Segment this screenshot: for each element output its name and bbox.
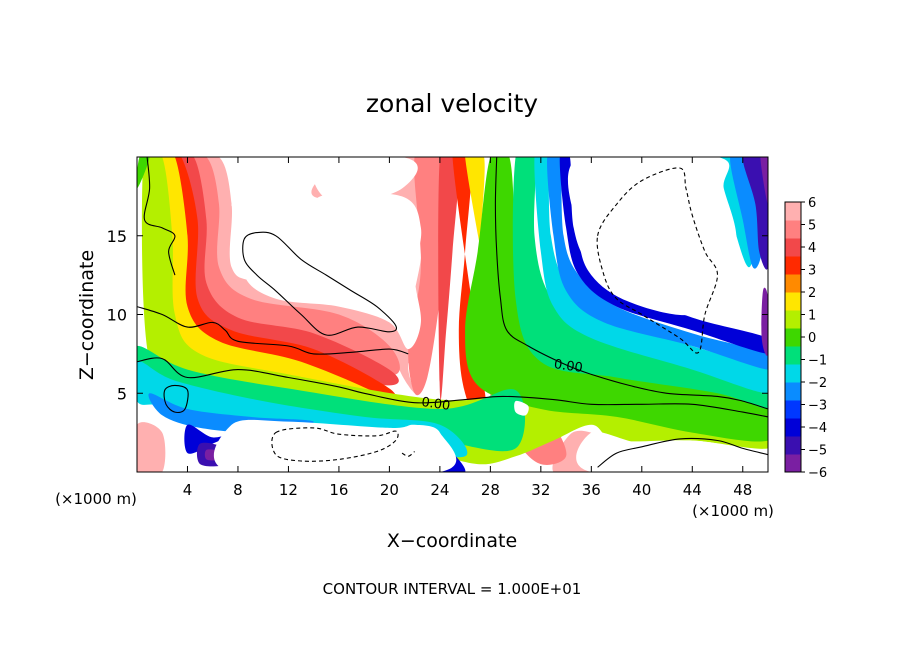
contour-line-solid	[137, 357, 768, 418]
heatmap-region-undefined	[576, 431, 768, 472]
heatmap-region-level-3	[155, 157, 396, 400]
x-tick-label: 12	[279, 481, 298, 499]
x-tick-label: 4	[183, 481, 193, 499]
x-tick-label: 32	[531, 481, 550, 499]
x-tick-label: 24	[430, 481, 449, 499]
y-tick-label: 5	[117, 384, 127, 403]
heatmap-fill	[137, 157, 768, 472]
contour-labels: 0.00 0.00	[420, 357, 583, 414]
heatmap-region-undefined	[231, 192, 422, 350]
x-tick-label: 16	[329, 481, 348, 499]
x-tick-label: 36	[582, 481, 601, 499]
contour-line-dashed	[401, 451, 415, 457]
heatmap-region-level-2	[149, 157, 398, 410]
x-tick-label: 48	[733, 481, 752, 499]
colorbar: 6 5 4 3 2 1 0 −1 −2 −3 −4 −5 −6	[784, 196, 827, 481]
heatmap-region-level-0	[465, 157, 768, 442]
chart-title: zonal velocity	[366, 89, 538, 118]
contour-line-solid	[494, 157, 768, 410]
heatmap-region-level--4	[184, 424, 238, 454]
colorbar-label: 3	[808, 264, 816, 279]
x-axis-ticks: 4 8 12 16 20 24 28 32 36 40 44 48	[183, 157, 752, 499]
contour-value-label: 0.00	[553, 357, 584, 376]
colorbar-swatch	[785, 418, 801, 437]
x-tick-label: 40	[632, 481, 651, 499]
colorbar-swatch	[785, 436, 801, 455]
colorbar-label: 4	[808, 241, 816, 256]
contour-line-solid	[242, 231, 398, 336]
y-tick-label: 10	[107, 306, 127, 325]
colorbar-label: 0	[808, 331, 816, 346]
contour-value-label: 0.00	[420, 395, 451, 414]
y-axis-ticks: 5 10 15	[107, 227, 768, 403]
colorbar-swatch	[785, 220, 801, 239]
contour-line-solid	[137, 306, 409, 355]
colorbar-swatch	[785, 364, 801, 383]
x-tick-label: 44	[683, 481, 702, 499]
heatmap-region-level-4	[438, 157, 460, 401]
x-tick-label: 8	[233, 481, 243, 499]
colorbar-swatch	[785, 256, 801, 275]
heatmap-region-undefined	[514, 400, 529, 416]
contour-line-solid	[143, 157, 176, 276]
contour-line-solid	[163, 384, 189, 414]
y-axis-label: Z−coordinate	[76, 250, 98, 380]
colorbar-label: 5	[808, 219, 816, 234]
colorbar-swatch	[785, 274, 801, 293]
heatmap-region-level--3	[547, 157, 768, 370]
colorbar-label: −5	[808, 444, 827, 459]
heatmap-region-level-0	[137, 157, 150, 189]
heatmap-region-undefined	[225, 157, 418, 205]
colorbar-swatch	[785, 310, 801, 329]
colorbar-label: −6	[808, 466, 827, 481]
contour-line-solid	[597, 437, 768, 468]
x-tick-label: 20	[380, 481, 399, 499]
y-tick-label: 15	[107, 227, 127, 246]
colorbar-swatch	[785, 202, 801, 221]
heatmap-region-undefined	[213, 419, 457, 472]
x-unit-right-label: (×1000 m)	[692, 502, 774, 520]
colorbar-swatch	[785, 382, 801, 401]
contour-lines	[137, 157, 768, 468]
colorbar-label: 2	[808, 286, 816, 301]
colorbar-label: 6	[808, 196, 816, 211]
x-unit-left-label: (×1000 m)	[55, 490, 137, 508]
contour-line-dashed	[271, 427, 399, 462]
colorbar-label: −2	[808, 376, 827, 391]
contour-interval-note: CONTOUR INTERVAL = 1.000E+01	[323, 580, 582, 598]
colorbar-swatch	[785, 346, 801, 365]
heatmap-region-level--4	[559, 157, 768, 354]
colorbar-label: 1	[808, 309, 816, 324]
heatmap-region-level--1	[512, 157, 768, 409]
colorbar-label: −1	[808, 354, 827, 369]
heatmap-region-level--6	[760, 157, 768, 205]
x-tick-label: 28	[481, 481, 500, 499]
colorbar-swatch	[785, 328, 801, 347]
colorbar-swatch	[785, 292, 801, 311]
colorbar-swatch	[785, 454, 801, 473]
contour-line-dashed	[596, 167, 719, 354]
heatmap-region-undefined	[568, 157, 737, 316]
x-axis-label: X−coordinate	[387, 530, 517, 552]
colorbar-swatch	[785, 400, 801, 419]
colorbar-swatch	[785, 238, 801, 257]
heatmap-region-level-6	[137, 422, 166, 472]
heatmap-region-level--2	[534, 157, 768, 394]
heatmap-region-level--5	[742, 157, 768, 270]
heatmap-region-level--6	[761, 287, 768, 356]
colorbar-label: −4	[808, 421, 827, 436]
colorbar-label: −3	[808, 399, 827, 414]
